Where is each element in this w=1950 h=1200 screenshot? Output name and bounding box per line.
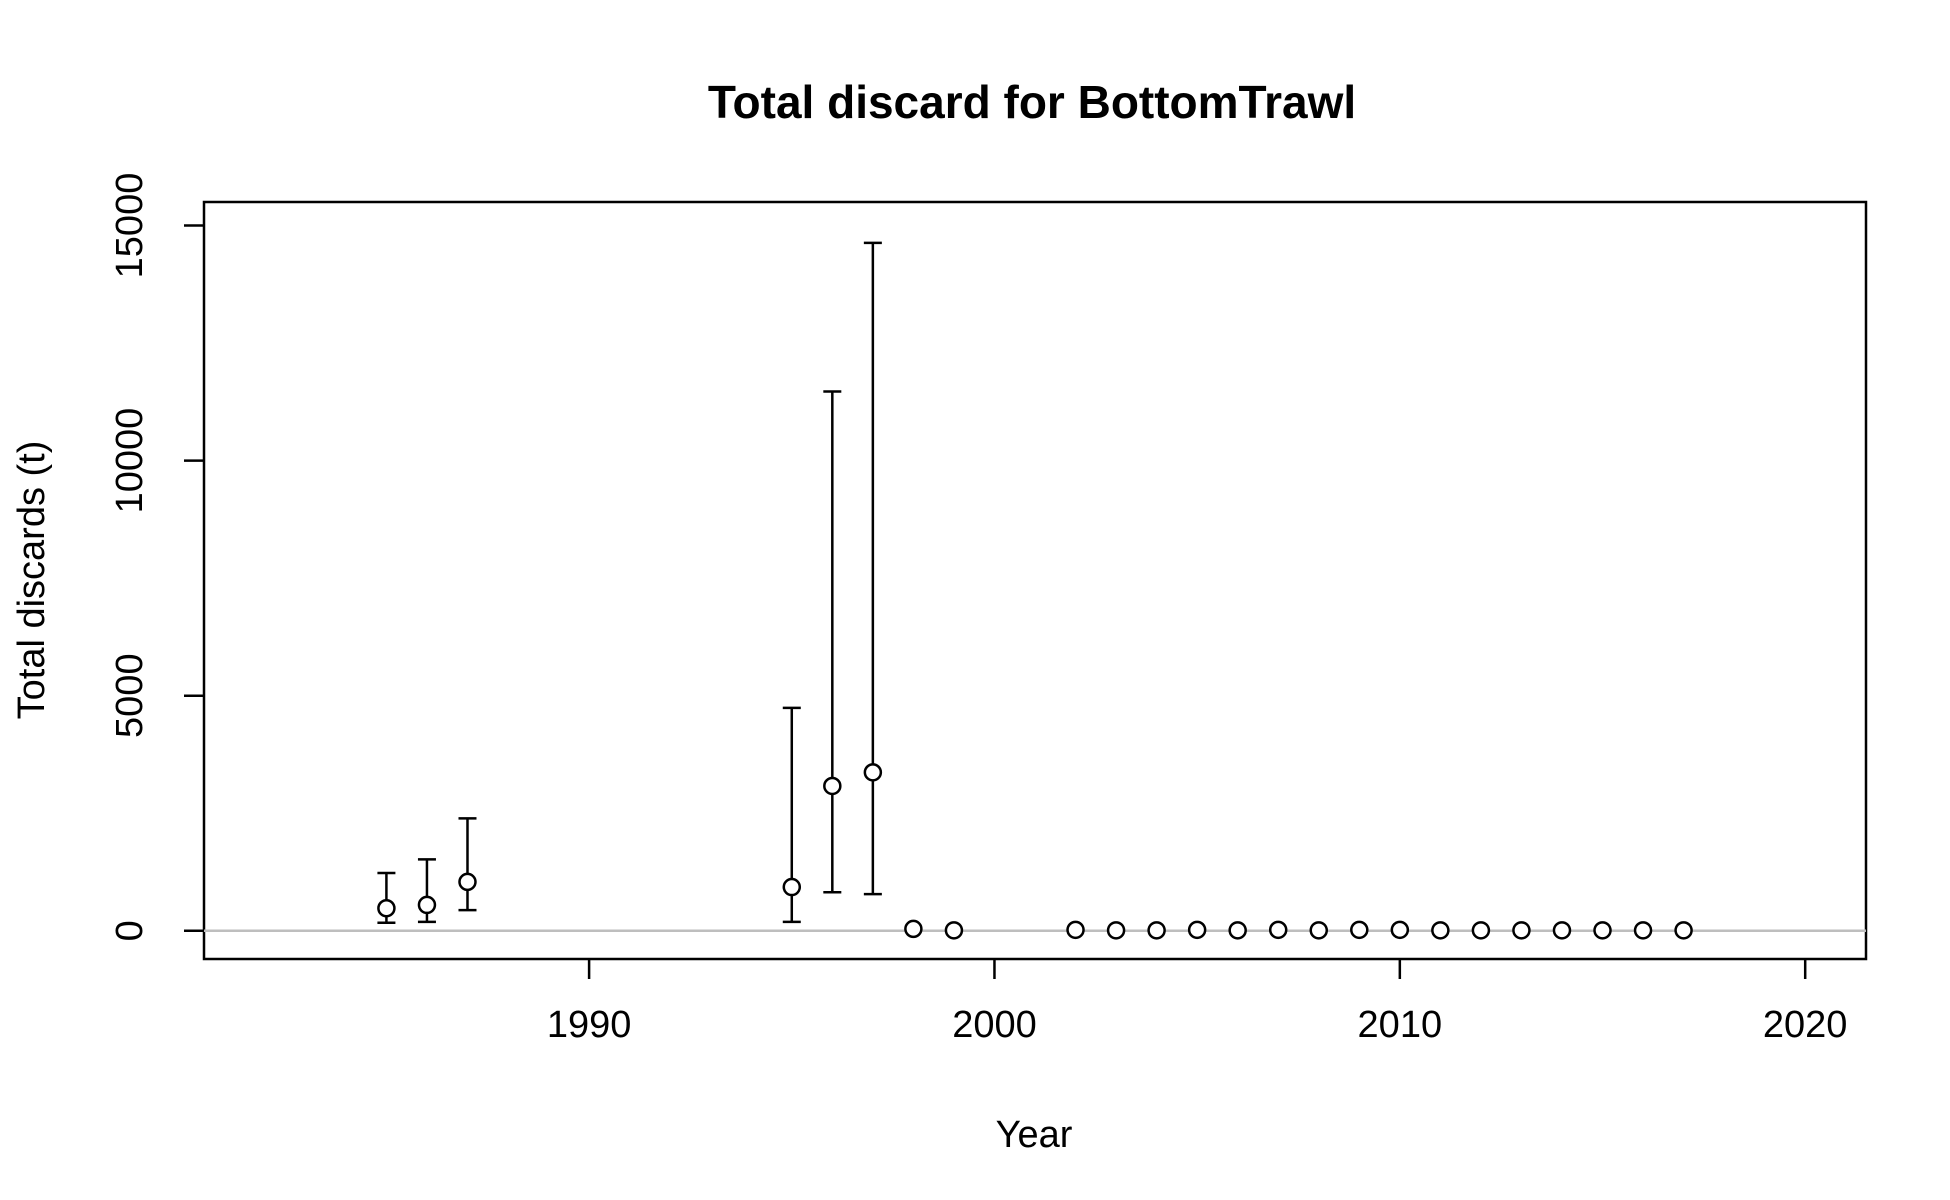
data-point-1987: [458, 872, 477, 892]
y-axis-label: Total discards (t): [11, 441, 53, 720]
data-points: [377, 763, 1693, 940]
y-axis: 0 5000 10000 15000: [109, 173, 204, 941]
x-tick-label-2020: 2020: [1763, 1004, 1848, 1046]
data-point-1997: [863, 763, 883, 782]
data-point-2016: [1633, 921, 1653, 940]
y-tick-label-10000: 10000: [109, 408, 151, 514]
x-tick-label-2000: 2000: [952, 1004, 1037, 1046]
data-point-2007: [1268, 920, 1288, 940]
data-point-2015: [1593, 921, 1612, 940]
data-point-2003: [1106, 921, 1126, 940]
data-point-1986: [417, 895, 437, 915]
data-point-2011: [1431, 921, 1450, 940]
data-point-1999: [944, 921, 964, 940]
error-bars: [377, 241, 882, 925]
y-tick-label-15000: 15000: [109, 173, 151, 279]
chart-title: Total discard for BottomTrawl: [708, 76, 1356, 128]
data-point-1996: [823, 776, 842, 796]
data-point-2004: [1147, 921, 1166, 940]
y-tick-label-5000: 5000: [109, 653, 151, 738]
data-point-2006: [1228, 921, 1247, 940]
data-point-1995: [782, 877, 802, 897]
data-point-1998: [904, 919, 923, 939]
data-point-2012: [1471, 921, 1491, 940]
data-point-2017: [1674, 921, 1693, 940]
y-tick-label-0: 0: [109, 920, 151, 941]
x-tick-label-1990: 1990: [547, 1004, 632, 1046]
data-point-2013: [1512, 921, 1531, 940]
data-point-2009: [1350, 920, 1369, 940]
data-point-2002: [1066, 920, 1085, 940]
data-point-2008: [1309, 921, 1329, 940]
plot-frame: [202, 200, 1868, 961]
x-tick-label-2010: 2010: [1358, 1004, 1443, 1046]
x-axis-label: Year: [996, 1114, 1073, 1156]
data-point-2010: [1390, 920, 1410, 940]
data-point-1985: [377, 898, 396, 918]
data-point-2005: [1187, 920, 1207, 940]
x-axis: 1990 2000 2010 2020: [547, 959, 1848, 1046]
data-point-2014: [1552, 921, 1572, 940]
